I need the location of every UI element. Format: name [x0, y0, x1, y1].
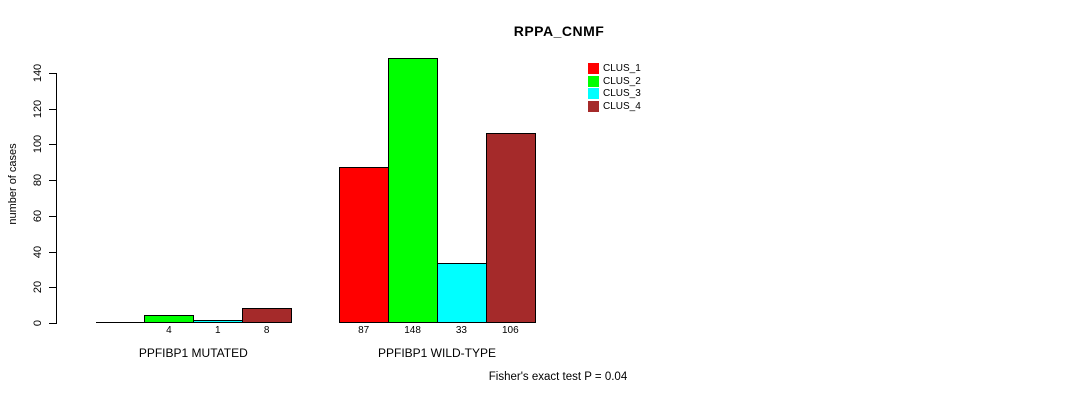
y-tick-mark — [49, 252, 56, 253]
y-axis-label: number of cases — [7, 143, 19, 225]
legend-row: CLUS_4 — [588, 100, 641, 112]
y-tick-mark — [49, 109, 56, 110]
bar-clus-1-group1 — [96, 322, 146, 323]
bar-clus-3-group2 — [437, 263, 487, 323]
y-tick-mark — [49, 216, 56, 217]
fisher-test-annotation: Fisher's exact test P = 0.04 — [488, 371, 628, 383]
legend-label: CLUS_2 — [603, 75, 641, 87]
group-label: PPFIBP1 MUTATED — [138, 346, 248, 360]
bar-count-label: 33 — [455, 325, 467, 336]
y-tick-label: 100 — [32, 135, 44, 154]
bar-clus-2-group2 — [388, 58, 438, 323]
legend-label: CLUS_3 — [603, 88, 641, 100]
bar-count-label: 106 — [502, 325, 519, 336]
bar-clus-4-group2 — [486, 133, 536, 323]
y-tick-label: 40 — [32, 245, 44, 258]
bar-count-label: 4 — [166, 325, 172, 336]
bar-count-label: 8 — [263, 325, 270, 336]
y-tick-label: 20 — [32, 281, 44, 294]
y-tick-label: 60 — [32, 209, 44, 222]
bar-count-label: 1 — [214, 325, 221, 336]
y-tick-mark — [49, 180, 56, 181]
y-tick-label: 140 — [32, 63, 44, 83]
group-label: PPFIBP1 WILD-TYPE — [377, 346, 497, 360]
bar-clus-1-group2 — [339, 167, 389, 323]
bar-count-label: 87 — [358, 325, 370, 336]
y-tick-mark — [49, 287, 56, 288]
bar-clus-2-group1 — [144, 315, 194, 323]
legend-label: CLUS_4 — [603, 100, 641, 112]
legend-row: CLUS_1 — [588, 63, 641, 74]
legend-swatch-clus-1 — [588, 63, 599, 74]
y-tick-mark — [49, 73, 56, 74]
y-tick-mark — [49, 144, 56, 145]
bar-clus-3-group1 — [193, 320, 243, 323]
y-tick-label: 120 — [32, 99, 44, 118]
legend-row: CLUS_3 — [588, 88, 641, 100]
y-tick-label: 80 — [32, 174, 44, 187]
legend-swatch-clus-3 — [588, 88, 599, 100]
bar-clus-4-group1 — [242, 308, 292, 323]
legend-label: CLUS_1 — [603, 63, 641, 74]
y-tick-mark — [49, 323, 56, 324]
bar-count-label: 148 — [404, 325, 421, 336]
y-tick-label: 0 — [32, 319, 44, 327]
y-axis-line — [56, 73, 57, 324]
legend-swatch-clus-4 — [588, 100, 599, 112]
chart-title: RPPA_CNMF — [513, 23, 605, 39]
legend-swatch-clus-2 — [588, 75, 599, 87]
legend-row: CLUS_2 — [588, 75, 641, 87]
